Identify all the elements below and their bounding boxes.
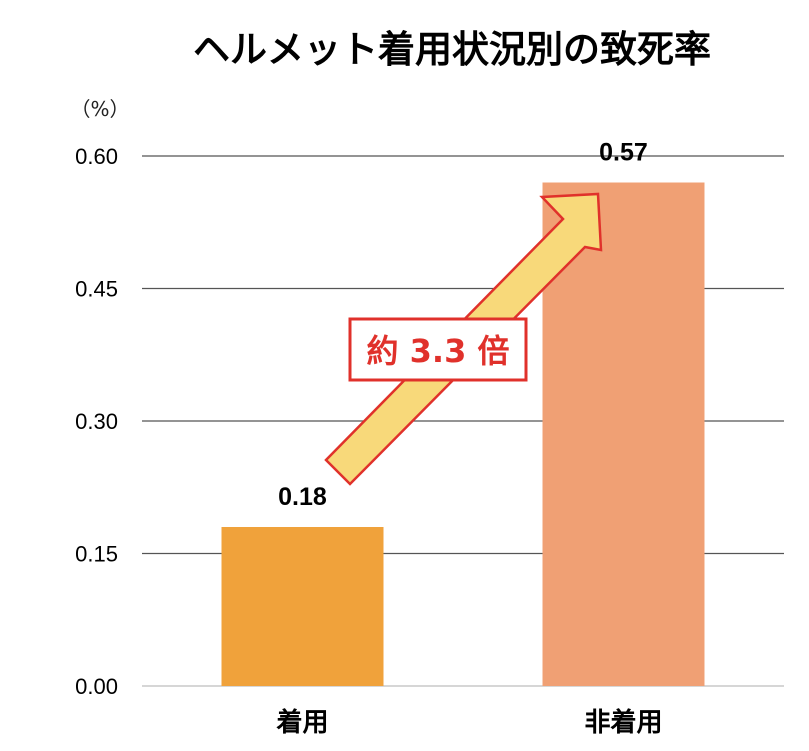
y-tick-label: 0.00: [75, 674, 118, 699]
y-axis-unit-label: （%）: [70, 97, 129, 121]
bars: [221, 182, 705, 686]
category-label: 非着用: [584, 707, 662, 738]
y-tick-label: 0.60: [75, 144, 118, 169]
y-tick-label: 0.45: [75, 277, 118, 302]
ratio-annotation: 約 3.3 倍: [324, 192, 603, 486]
y-tick-label: 0.15: [75, 542, 118, 567]
category-label: 着用: [275, 707, 328, 738]
data-label: 0.18: [278, 483, 327, 511]
x-axis-categories: 着用 非着用: [275, 707, 662, 738]
data-label: 0.57: [599, 139, 648, 167]
annotation-label: 約 3.3 倍: [367, 332, 510, 370]
chart-title: ヘルメット着用状況別の致死率: [193, 28, 711, 71]
bar-2: [542, 182, 705, 686]
bar-1: [221, 527, 384, 686]
y-tick-label: 0.30: [75, 409, 118, 434]
y-axis-ticks: 0.00 0.15 0.30 0.45 0.60: [75, 144, 118, 699]
data-labels: 0.18 0.57: [278, 139, 648, 512]
annotation-box: [348, 317, 528, 382]
